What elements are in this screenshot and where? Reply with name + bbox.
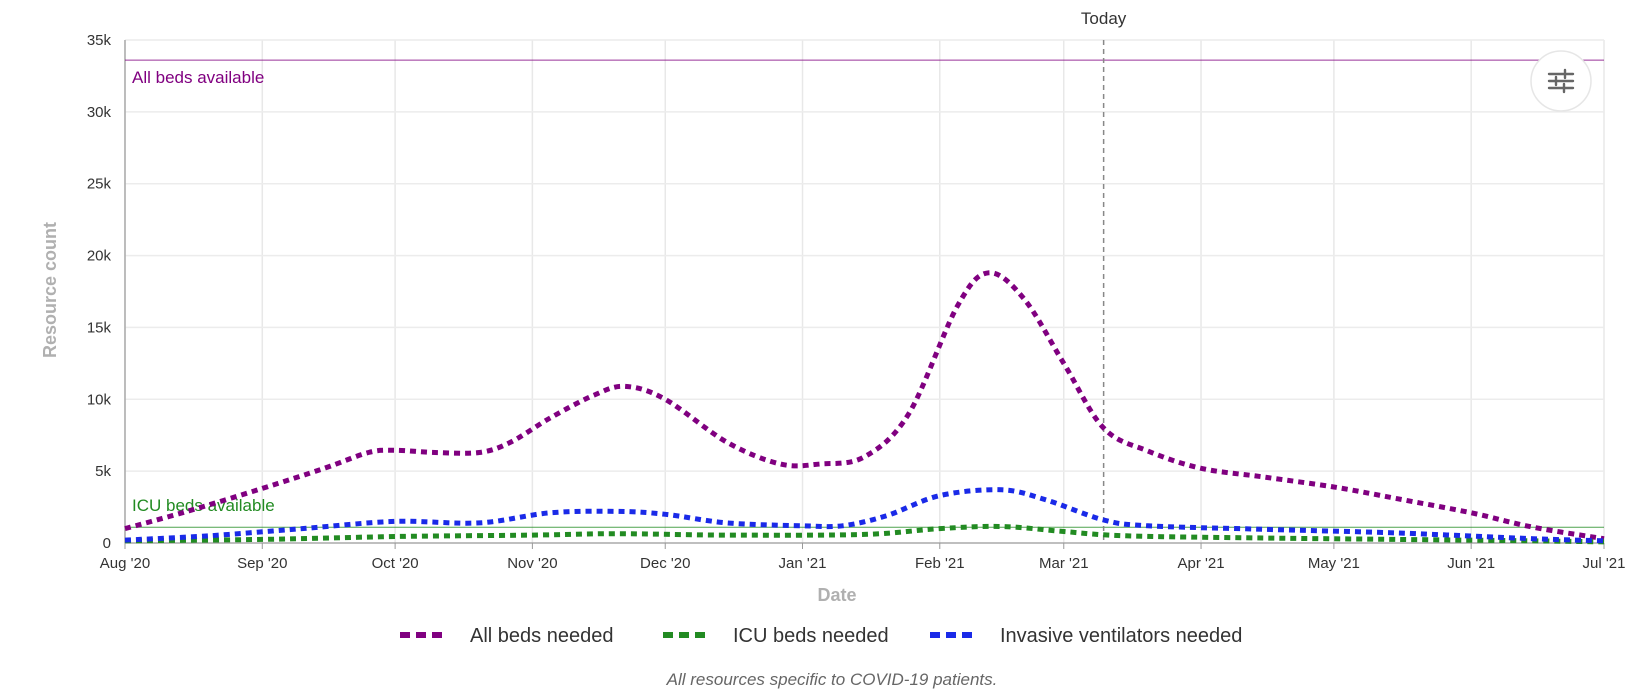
y-axis-title: Resource count xyxy=(40,222,60,358)
x-tick-label: Jan '21 xyxy=(779,555,827,572)
y-tick-label: 0 xyxy=(103,535,111,552)
grid xyxy=(124,39,1605,543)
y-tick-label: 15k xyxy=(87,319,112,336)
y-tick-label: 30k xyxy=(87,104,112,121)
legend-label[interactable]: Invasive ventilators needed xyxy=(1000,625,1242,647)
x-tick-label: Jun '21 xyxy=(1447,555,1495,572)
series-line-1 xyxy=(124,270,1605,542)
x-tick-label: Nov '20 xyxy=(507,555,557,572)
legend-item-3[interactable]: Invasive ventilators needed xyxy=(930,625,1242,647)
x-tick-label: Feb '21 xyxy=(915,555,965,572)
x-tick-label: Apr '21 xyxy=(1178,555,1225,572)
x-tick-label: Sep '20 xyxy=(237,555,287,572)
legend-label[interactable]: ICU beds needed xyxy=(733,625,889,647)
y-tick-label: 20k xyxy=(87,248,112,265)
y-tick-label: 25k xyxy=(87,176,112,193)
chart-options-button[interactable] xyxy=(1530,50,1592,112)
y-tick-label: 5k xyxy=(95,463,111,480)
x-tick-label: Oct '20 xyxy=(372,555,419,572)
y-tick-label: 35k xyxy=(87,32,112,49)
today-label: Today xyxy=(1081,9,1127,28)
legend-label[interactable]: All beds needed xyxy=(470,625,613,647)
legend-item-1[interactable]: All beds needed xyxy=(400,625,613,647)
series-lines xyxy=(124,270,1605,545)
x-tick-label: Dec '20 xyxy=(640,555,690,572)
axes: Aug '20 Sep '20 Oct '20 Nov '20 Dec '20 Jan '… xyxy=(87,32,1626,572)
sliders-icon xyxy=(1547,68,1575,94)
x-tick-label: May '21 xyxy=(1308,555,1360,572)
x-axis-title: Date xyxy=(817,585,856,605)
reference-line-label: All beds available xyxy=(132,68,264,87)
series-line-2 xyxy=(124,523,1605,545)
x-tick-label: Mar '21 xyxy=(1039,555,1089,572)
x-tick-label: Aug '20 xyxy=(100,555,150,572)
legend-item-2[interactable]: ICU beds needed xyxy=(663,625,889,647)
x-tick-label: Jul '21 xyxy=(1583,555,1626,572)
chart-caption: All resources specific to COVID-19 patie… xyxy=(666,670,998,689)
series-line-3 xyxy=(124,487,1605,544)
y-tick-label: 10k xyxy=(87,391,112,408)
legend[interactable]: All beds needed ICU beds needed Invasive v… xyxy=(400,625,1242,647)
